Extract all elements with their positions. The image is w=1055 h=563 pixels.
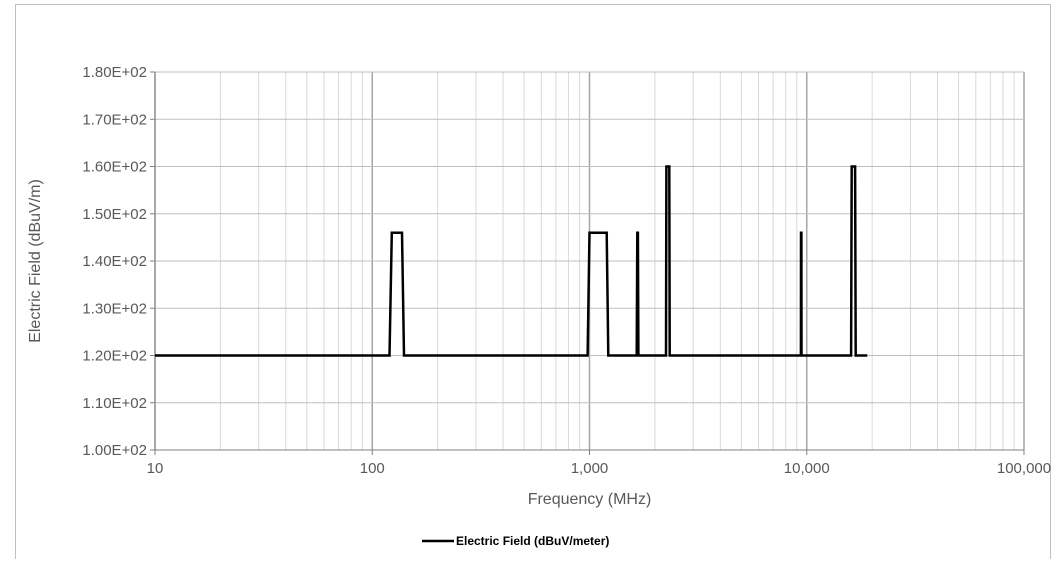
legend-label: Electric Field (dBuV/meter) (456, 534, 609, 548)
x-tick-label: 100,000 (997, 460, 1051, 477)
y-tick-label: 1.30E+02 (82, 300, 147, 317)
x-axis-title: Frequency (MHz) (528, 491, 652, 508)
x-tick-label: 10,000 (784, 460, 830, 477)
series-line (155, 165, 868, 357)
y-tick-label: 1.00E+02 (82, 442, 147, 459)
y-tick-label: 1.60E+02 (82, 159, 147, 176)
y-tick-label: 1.20E+02 (82, 348, 147, 365)
y-tick-label: 1.80E+02 (82, 64, 147, 81)
y-tick-label: 1.40E+02 (82, 253, 147, 270)
y-axis-title: Electric Field (dBuV/m) (27, 179, 44, 343)
y-tick-label: 1.70E+02 (82, 111, 147, 128)
x-tick-label: 100 (360, 460, 385, 477)
y-tick-label: 1.10E+02 (82, 395, 147, 412)
y-tick-label: 1.50E+02 (82, 206, 147, 223)
x-tick-label: 10 (147, 460, 164, 477)
x-tick-label: 1,000 (571, 460, 609, 477)
